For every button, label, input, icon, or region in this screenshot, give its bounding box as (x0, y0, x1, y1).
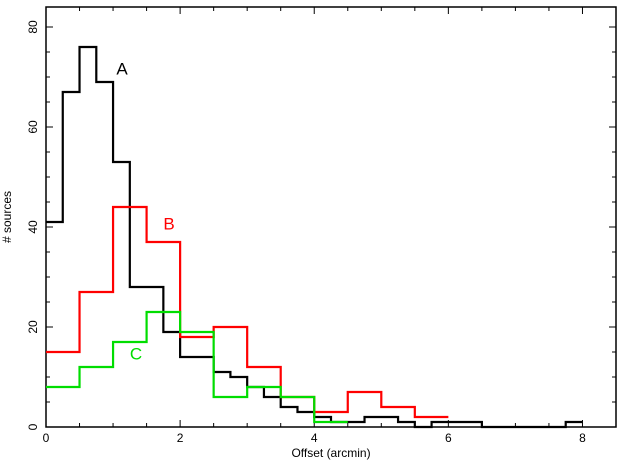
annotation-layer: A B C (116, 60, 174, 364)
series-line-a (46, 45, 583, 429)
y-tick-label: 40 (26, 220, 40, 234)
y-tick-label: 20 (26, 320, 40, 334)
y-tick-label: 80 (26, 20, 40, 34)
x-axis-label: Offset (arcmin) (291, 446, 370, 460)
y-tick-label: 0 (26, 423, 40, 430)
series-label-a: A (116, 60, 128, 79)
x-tick-label: 2 (177, 431, 184, 445)
series-label-b: B (163, 215, 174, 234)
series-line-c (46, 310, 348, 424)
x-tick-label: 6 (445, 431, 452, 445)
x-tick-label: 8 (579, 431, 586, 445)
plot-frame (45, 6, 617, 428)
x-tick-label: 4 (311, 431, 318, 445)
series-line-b (46, 205, 449, 419)
x-tick-label: 0 (43, 431, 50, 445)
series-label-c: C (130, 345, 142, 364)
y-axis-label: # sources (0, 191, 14, 243)
series-layer (46, 45, 583, 429)
y-tick-label: 60 (26, 120, 40, 134)
